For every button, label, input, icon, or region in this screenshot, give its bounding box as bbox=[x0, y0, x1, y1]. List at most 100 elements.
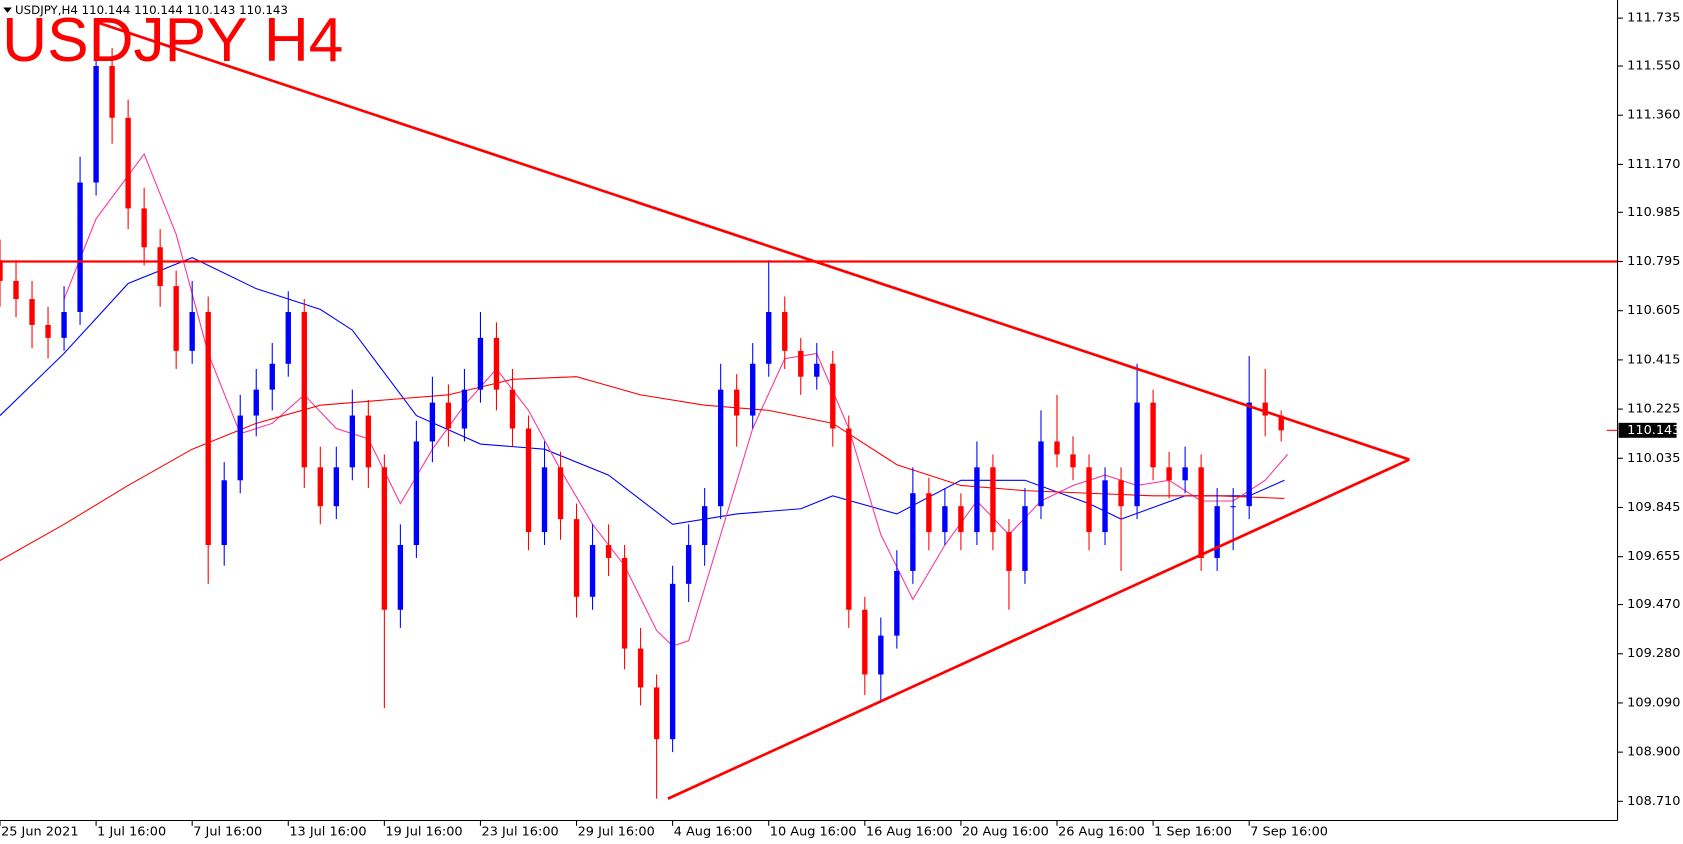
y-tick-label: 110.225 bbox=[1627, 402, 1680, 417]
candle-body bbox=[1054, 441, 1060, 455]
y-tick-label: 109.845 bbox=[1627, 500, 1680, 515]
candle-body bbox=[990, 467, 996, 533]
candle-body bbox=[1086, 467, 1092, 533]
y-tick-label: 110.985 bbox=[1627, 205, 1680, 220]
info-bar: USDJPY,H4 110.144 110.144 110.143 110.14… bbox=[15, 3, 288, 17]
candle-body bbox=[1038, 441, 1044, 507]
candle-body bbox=[974, 467, 980, 533]
candle-body bbox=[894, 570, 900, 636]
x-tick-label: 20 Aug 16:00 bbox=[962, 825, 1049, 840]
x-tick-label: 7 Jul 16:00 bbox=[193, 825, 262, 840]
candle-body bbox=[237, 415, 243, 481]
candle-body bbox=[734, 389, 740, 416]
candle-body bbox=[525, 428, 532, 533]
trendline bbox=[95, 20, 1410, 461]
candle-body bbox=[669, 583, 676, 740]
candle-body bbox=[413, 441, 420, 546]
x-tick-label: 1 Jul 16:00 bbox=[97, 825, 166, 840]
candle-body bbox=[493, 337, 500, 390]
x-tick-label: 1 Sep 16:00 bbox=[1154, 825, 1232, 840]
moving-average bbox=[0, 257, 1285, 525]
candle-body bbox=[942, 506, 948, 533]
candle-body bbox=[541, 467, 548, 533]
candle-body bbox=[253, 389, 259, 416]
y-tick-label: 111.360 bbox=[1627, 108, 1680, 123]
y-tick-label: 109.280 bbox=[1627, 646, 1680, 661]
candle-body bbox=[397, 545, 404, 610]
candle-body bbox=[1134, 402, 1140, 507]
candle-body bbox=[830, 363, 836, 429]
x-tick-label: 7 Sep 16:00 bbox=[1250, 825, 1328, 840]
candle-body bbox=[77, 182, 83, 312]
y-tick-label: 109.470 bbox=[1627, 597, 1680, 612]
candle-body bbox=[285, 311, 291, 364]
y-tick-label: 110.415 bbox=[1627, 352, 1680, 367]
candle-body bbox=[605, 545, 612, 558]
candle-body bbox=[701, 506, 708, 546]
x-tick-label: 19 Jul 16:00 bbox=[385, 825, 462, 840]
candle-body bbox=[653, 687, 660, 740]
x-tick-label: 13 Jul 16:00 bbox=[289, 825, 366, 840]
candle-body bbox=[29, 299, 35, 325]
candle-body bbox=[13, 280, 19, 300]
y-tick-label: 110.605 bbox=[1627, 303, 1680, 318]
candle-body bbox=[477, 337, 484, 390]
candle-body bbox=[862, 609, 868, 675]
candle-body bbox=[589, 545, 596, 597]
candle-body bbox=[1214, 506, 1220, 558]
candle-body bbox=[509, 389, 516, 429]
candle-body bbox=[782, 311, 788, 351]
x-tick-label: 29 Jul 16:00 bbox=[578, 825, 655, 840]
candle-body bbox=[1230, 506, 1236, 508]
x-tick-label: 23 Jul 16:00 bbox=[482, 825, 559, 840]
y-tick-label: 111.735 bbox=[1627, 11, 1680, 26]
candle-body bbox=[1246, 402, 1252, 507]
candle-body bbox=[910, 493, 916, 571]
candle-body bbox=[750, 363, 756, 416]
candle-body bbox=[0, 260, 3, 281]
candle-body bbox=[637, 648, 644, 688]
candle-body bbox=[557, 467, 564, 520]
x-tick-label: 25 Jun 2021 bbox=[1, 825, 78, 840]
x-tick-label: 26 Aug 16:00 bbox=[1058, 825, 1145, 840]
candle-body bbox=[45, 324, 51, 338]
candle-body bbox=[1102, 480, 1108, 533]
candle-body bbox=[333, 467, 340, 507]
candle-body bbox=[61, 311, 67, 338]
candle-body bbox=[846, 428, 852, 610]
x-tick-label: 16 Aug 16:00 bbox=[866, 825, 953, 840]
candle-body bbox=[926, 493, 932, 533]
y-tick-label: 111.170 bbox=[1627, 157, 1680, 172]
candle-body bbox=[93, 66, 99, 183]
y-tick-label: 108.900 bbox=[1627, 745, 1680, 760]
candle-body bbox=[317, 467, 323, 507]
candle-body bbox=[1182, 467, 1188, 481]
y-tick-label: 110.035 bbox=[1627, 451, 1680, 466]
price-tag-label: 110.143 bbox=[1627, 423, 1680, 438]
candle-body bbox=[1118, 480, 1124, 507]
candle-body bbox=[109, 66, 115, 118]
candle-body bbox=[1262, 402, 1268, 416]
candle-body bbox=[381, 467, 388, 610]
y-tick-label: 109.655 bbox=[1627, 549, 1680, 564]
chart-title: USDJPY H4 bbox=[2, 6, 343, 75]
candle-body bbox=[717, 389, 724, 507]
candle-body bbox=[125, 117, 131, 209]
y-tick-label: 108.710 bbox=[1627, 794, 1680, 809]
y-tick-label: 110.795 bbox=[1627, 254, 1680, 269]
candle-body bbox=[429, 402, 436, 442]
candle-body bbox=[573, 519, 580, 597]
candle-body bbox=[1006, 532, 1012, 571]
moving-average bbox=[0, 376, 1285, 562]
candle-body bbox=[221, 480, 227, 546]
x-tick-label: 4 Aug 16:00 bbox=[674, 825, 753, 840]
info-arrow bbox=[3, 7, 12, 13]
candle-body bbox=[958, 506, 964, 533]
candle-body bbox=[1198, 467, 1204, 558]
y-tick-label: 111.550 bbox=[1627, 59, 1680, 74]
candle-body bbox=[798, 350, 804, 377]
candle-body bbox=[349, 415, 356, 468]
